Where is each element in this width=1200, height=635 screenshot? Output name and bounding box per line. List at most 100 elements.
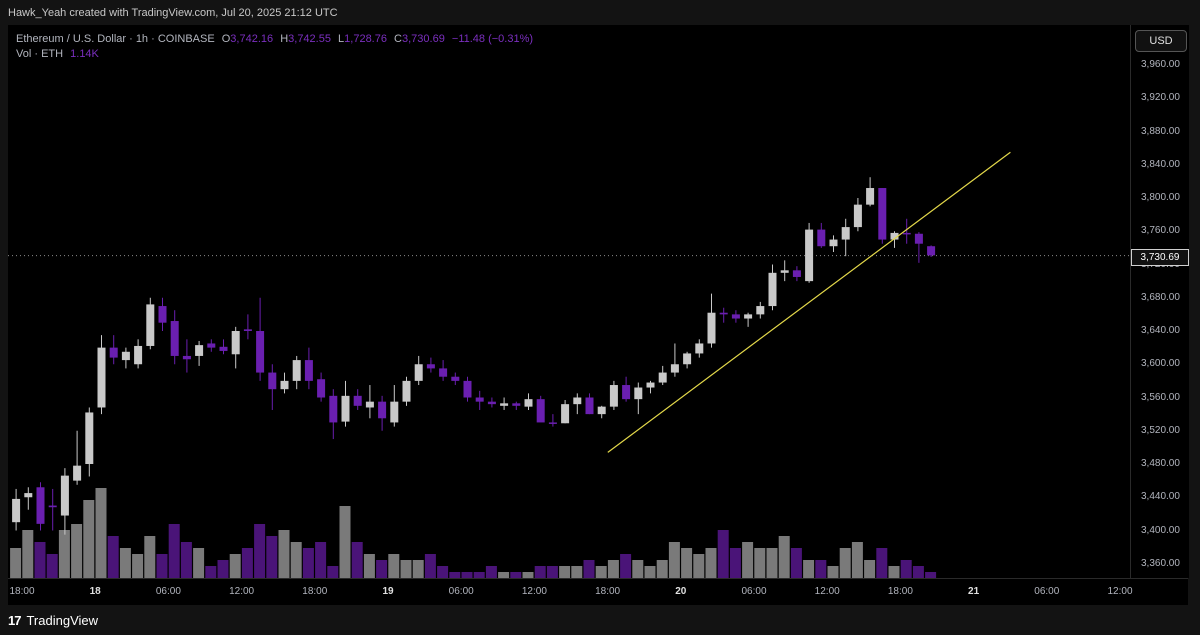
candle-body: [561, 404, 570, 424]
volume-bar: [839, 548, 851, 578]
volume-bar: [302, 548, 314, 578]
footer-branding: 17 TradingView: [8, 610, 98, 630]
price-tick-label: 3,480.00: [1141, 458, 1180, 469]
volume-bar: [803, 560, 815, 578]
volume-bar: [339, 506, 351, 578]
time-tick-label: 12:00: [814, 586, 840, 597]
volume-bar: [632, 560, 644, 578]
candle-body: [414, 364, 423, 381]
volume-bar: [46, 554, 58, 578]
candle-body: [268, 372, 277, 390]
volume-bar: [778, 536, 790, 578]
close-value: 3,730.69: [402, 33, 445, 45]
volume-bar: [193, 548, 205, 578]
candle-body: [634, 387, 643, 400]
time-tick-label: 06:00: [1034, 586, 1060, 597]
volume-bar: [851, 542, 863, 578]
volume-bar: [278, 530, 290, 578]
volume-bar: [656, 560, 668, 578]
candle-body: [829, 239, 838, 247]
candle-body: [597, 406, 606, 415]
volume-bar: [705, 548, 717, 578]
candle-body: [707, 312, 716, 344]
candle-body: [609, 385, 618, 407]
change-value: −11.48 (−0.31%): [451, 33, 534, 45]
time-tick-label: 18:00: [302, 586, 328, 597]
candle-body: [231, 331, 240, 355]
price-tick-label: 3,440.00: [1141, 491, 1180, 503]
volume-bar: [681, 548, 693, 578]
symbol-label[interactable]: Ethereum / U.S. Dollar · 1h · COINBASE: [16, 33, 215, 45]
candle-body: [207, 343, 216, 348]
candle-body: [792, 270, 801, 277]
volume-bar: [449, 572, 461, 578]
candle-body: [121, 351, 130, 361]
candle-body: [841, 227, 850, 240]
candle-body: [805, 229, 814, 282]
candle-body: [439, 368, 448, 377]
volume-bar: [205, 566, 217, 578]
price-tick-label: 3,640.00: [1141, 325, 1180, 336]
price-tick-label: 3,760.00: [1141, 225, 1180, 237]
candle-body: [341, 395, 350, 422]
volume-bar: [461, 572, 473, 578]
candle-body: [219, 346, 228, 351]
time-tick-label: 18:00: [595, 586, 621, 597]
candle-body: [536, 399, 545, 423]
volume-bar: [546, 566, 558, 578]
volume-bar: [498, 572, 510, 578]
volume-bar: [229, 554, 241, 578]
open-label: O: [221, 33, 231, 45]
volume-bar: [742, 542, 754, 578]
volume-bar: [766, 548, 778, 578]
candle-body: [329, 395, 338, 423]
candle-body: [500, 403, 509, 406]
volume-bar: [241, 548, 253, 578]
candlestick-chart[interactable]: [8, 25, 1130, 578]
volume-bar: [815, 560, 827, 578]
chart-area[interactable]: [8, 25, 1130, 578]
volume-bar: [254, 524, 266, 578]
price-tick-label: 3,800.00: [1141, 192, 1180, 203]
volume-bar: [925, 572, 937, 578]
low-label: L: [338, 33, 345, 45]
candle-body: [817, 229, 826, 247]
candle-body: [378, 401, 387, 419]
candle-body: [695, 343, 704, 354]
price-tick-label: 3,600.00: [1141, 358, 1180, 370]
candle-body: [731, 314, 740, 319]
trendline: [607, 151, 1011, 453]
candle-body: [573, 397, 582, 405]
volume-value: 1.14K: [70, 48, 99, 60]
candle-body: [134, 345, 143, 365]
price-axis[interactable]: [1130, 25, 1189, 578]
legend-ohlc-row: Ethereum / U.S. Dollar · 1h · COINBASE O…: [16, 32, 533, 47]
time-tick-label: 06:00: [448, 586, 474, 597]
volume-label[interactable]: Vol · ETH: [16, 48, 64, 60]
currency-button[interactable]: USD: [1135, 30, 1187, 52]
candle-body: [670, 364, 679, 373]
open-value: 3,742.16: [230, 33, 274, 45]
volume-bar: [327, 566, 339, 578]
volume-bar: [717, 530, 729, 578]
volume-bar: [559, 566, 571, 578]
candle-body: [475, 397, 484, 402]
volume-bar: [400, 560, 412, 578]
candle-body: [60, 475, 69, 516]
volume-bar: [363, 554, 375, 578]
volume-bar: [107, 536, 119, 578]
volume-bar: [912, 566, 924, 578]
candle-body: [622, 385, 631, 400]
time-tick-label: 18:00: [9, 586, 35, 597]
candle-body: [524, 399, 533, 407]
time-axis[interactable]: [8, 578, 1188, 605]
volume-bar: [595, 566, 607, 578]
volume-bar: [168, 524, 180, 578]
volume-bar: [119, 548, 131, 578]
candle-body: [548, 422, 557, 424]
volume-bar: [156, 554, 168, 578]
candle-body: [719, 312, 728, 315]
candle-body: [744, 314, 753, 319]
candle-body: [853, 204, 862, 228]
volume-bar: [71, 524, 83, 578]
